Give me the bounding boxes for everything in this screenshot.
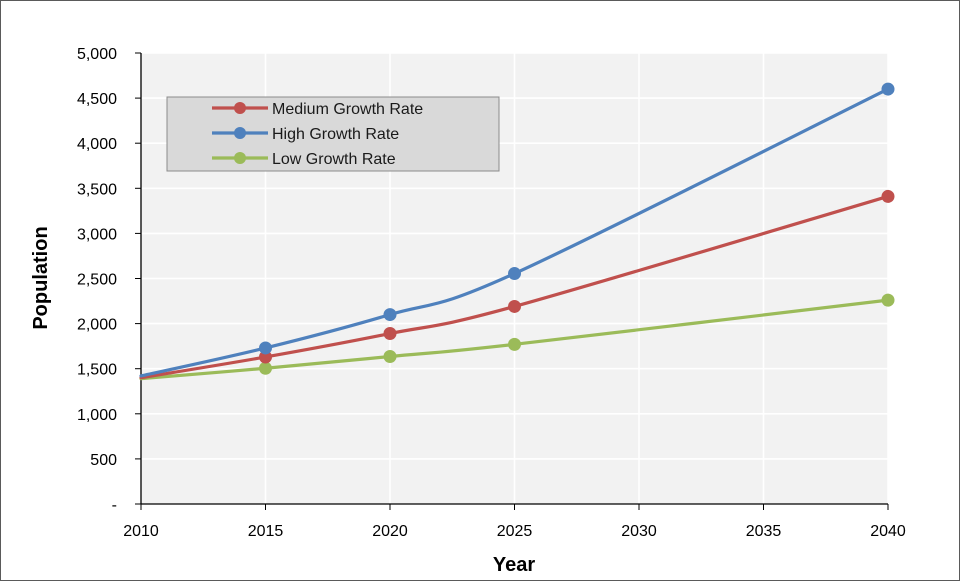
legend-entries: Medium Growth Rate High Growth Rate Low Gr… [212,101,423,168]
x-tick-label: 2030 [621,523,657,540]
y-tick-label: 5,000 [77,46,117,63]
legend-label-medium-growth-rate: Medium Growth Rate [272,101,423,118]
data-point-medium-growth-rate [383,327,397,341]
y-tick-label: 4,500 [77,91,117,108]
x-tick-label: 2025 [497,523,533,540]
legend-marker-medium-growth-rate [234,102,246,114]
data-point-high-growth-rate [259,341,272,355]
series-layer [139,82,895,381]
y-tick-label: 1,000 [77,407,117,424]
x-tick-label: 2035 [746,523,782,540]
data-point-medium-growth-rate [881,189,895,203]
data-point-low-growth-rate [383,350,397,364]
x-tick-label: 2040 [870,523,906,540]
data-point-high-growth-rate [881,82,895,96]
series-line-low-growth-rate [139,298,890,381]
y-tick-label: 4,000 [77,136,117,153]
series-line-high-growth-rate [139,87,890,378]
x-tick-label: 2010 [123,523,159,540]
data-point-high-growth-rate [508,267,521,281]
data-point-low-growth-rate [508,337,521,351]
y-tick-label: 1,500 [77,362,117,379]
y-tick-label: 2,000 [77,317,117,334]
y-tick-label: 3,000 [77,226,117,243]
legend: Medium Growth Rate High Growth Rate Low Gr… [166,96,500,172]
legend-label-high-growth-rate: High Growth Rate [272,126,399,143]
x-axis-title: Year [493,554,535,576]
series-line-medium-growth-rate [139,194,890,380]
legend-marker-high-growth-rate [234,127,246,139]
data-point-low-growth-rate [259,361,272,375]
x-tick-label: 2020 [372,523,408,540]
y-tick-label: 500 [90,452,117,469]
data-point-high-growth-rate [383,308,397,322]
data-point-medium-growth-rate [259,350,272,364]
legend-marker-low-growth-rate [234,152,246,164]
data-point-low-growth-rate [881,293,895,307]
axis-ticks: 2010 2015 2020 2025 2030 2035 2040 - 500 1,000 1,5… [77,46,906,540]
y-tick-label: 3,500 [77,181,117,198]
data-point-medium-growth-rate [508,299,521,313]
y-tick-label: - [112,497,117,514]
y-axis-title: Population [30,226,52,329]
legend-label-low-growth-rate: Low Growth Rate [272,151,396,168]
x-tick-label: 2015 [248,523,284,540]
y-tick-label: 2,500 [77,272,117,289]
